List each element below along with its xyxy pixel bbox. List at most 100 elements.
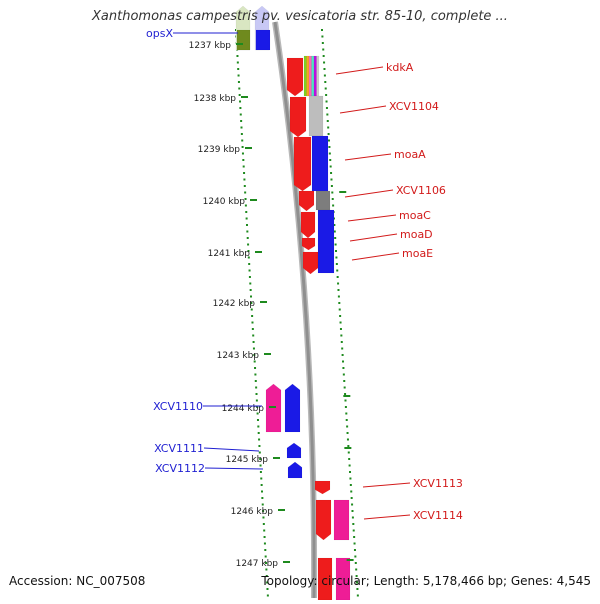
track-dot [339, 315, 342, 317]
kbp-label: 1246 kbp [231, 507, 274, 517]
track-dot [336, 276, 339, 278]
gene-arrow [308, 95, 324, 137]
track-dot [243, 172, 246, 174]
label-leader [351, 252, 400, 261]
track-dot [321, 29, 323, 31]
gene-label-kdkA: kdkA [386, 61, 414, 74]
track-dot [340, 334, 343, 337]
track-dot [248, 269, 251, 272]
track-dot [263, 536, 266, 538]
track-dot [250, 295, 253, 298]
track-dot [327, 133, 330, 135]
track-dot [265, 568, 268, 571]
track-dot [344, 406, 347, 408]
track-dot [236, 61, 239, 64]
track-dot [263, 529, 266, 532]
track-dot [266, 588, 269, 590]
track-dot [245, 224, 248, 226]
track-dot [342, 360, 345, 363]
label-leader [347, 214, 397, 222]
track-dot [242, 165, 245, 168]
track-dot [259, 458, 262, 460]
gene-label-XCV1112: XCV1112 [155, 462, 205, 475]
gene-label-XCV1114: XCV1114 [413, 509, 463, 522]
gene-label-XCV1110: XCV1110 [153, 400, 203, 413]
track-dot [324, 81, 327, 83]
track-dot [257, 432, 260, 434]
track-dot [240, 133, 243, 135]
track-dot [343, 380, 346, 382]
track-dot [241, 139, 244, 142]
gene-label-XCV1106: XCV1106 [396, 184, 446, 197]
track-dot [344, 393, 347, 395]
track-dot [241, 146, 244, 148]
track-dot [240, 126, 243, 129]
track-dot [353, 536, 356, 538]
track-dot [265, 575, 268, 577]
gene-arrow [286, 57, 304, 97]
track-dot [349, 477, 352, 480]
track-dot [261, 490, 263, 493]
track-dot [353, 549, 356, 551]
track-dot [328, 146, 331, 148]
kbp-label: 1239 kbp [198, 145, 241, 155]
track-dot [252, 334, 255, 337]
track-dot [347, 445, 350, 447]
kbp-label: 1247 kbp [236, 559, 279, 569]
backbone-line-core [273, 21, 316, 599]
track-dot [330, 185, 333, 187]
label-leader [344, 153, 392, 161]
track-dot [329, 159, 332, 161]
track-dot [249, 289, 252, 291]
gene-arrow [313, 55, 317, 97]
track-dot [256, 406, 259, 408]
track-dot [354, 562, 357, 564]
gene-arrow [303, 55, 307, 97]
kbp-label: 1241 kbp [208, 249, 251, 259]
track-dot [341, 354, 344, 356]
track-dot [339, 328, 342, 330]
gene-labels: opsX XCV1110 XCV1111 XCV1112 kdkA XCV1104 moaA… [146, 27, 463, 522]
track-dot [351, 510, 354, 512]
track-dot [238, 87, 241, 90]
track-dot [352, 523, 355, 525]
gene-label-XCV1113: XCV1113 [413, 477, 463, 490]
track-dot [262, 523, 265, 525]
track-dot [346, 438, 349, 441]
track-dot [251, 328, 254, 330]
track-dot [264, 549, 267, 551]
track-dot [323, 61, 326, 64]
track-dot [321, 42, 324, 44]
track-dot [356, 588, 359, 590]
track-dot [325, 107, 328, 109]
track-dot [345, 419, 348, 421]
gene-arrow [236, 29, 251, 51]
gene-arrow [311, 135, 329, 192]
track-dot [346, 425, 349, 428]
track-dot [333, 224, 336, 226]
track-dot [247, 256, 250, 259]
track-dot [251, 321, 254, 324]
track-dot [258, 438, 261, 441]
track-dot [239, 113, 242, 116]
track-dot [249, 282, 252, 285]
track-dot [350, 490, 353, 493]
track-dot [340, 341, 343, 343]
track-dot [241, 152, 244, 155]
map-title: Xanthomonas campestris pv. vesicatoria s… [92, 9, 508, 24]
kbp-label: 1238 kbp [194, 94, 237, 104]
gene-label-moaE: moaE [402, 247, 433, 260]
track-dot [246, 237, 249, 239]
track-dot [346, 432, 349, 434]
gene-arrow [298, 190, 315, 212]
track-dot [344, 399, 347, 402]
topology-text: Topology: circular; Length: 5,178,466 bp… [261, 574, 591, 588]
track-dot [263, 542, 266, 545]
gene-label-XCV1111: XCV1111 [154, 442, 204, 455]
track-dot [321, 35, 324, 38]
track-dot [326, 120, 329, 122]
gene-features [235, 5, 351, 601]
track-dot [261, 497, 264, 499]
track-dot [244, 191, 247, 194]
